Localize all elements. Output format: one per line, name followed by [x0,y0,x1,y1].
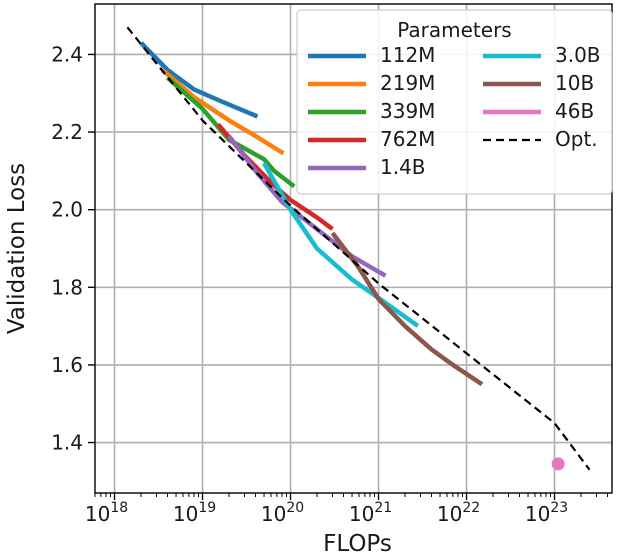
y-axis-ticks: 1.4 1.6 1.8 2.0 2.2 2.4 [51,42,95,455]
legend-label-opt: Opt. [555,127,598,151]
x-tick-label: 1021 [349,500,392,526]
x-tick-exponent: 22 [462,500,480,516]
x-tick-base: 10 [349,502,374,526]
series-line-219m [160,68,285,156]
x-tick-label: 1022 [437,500,480,526]
x-tick-base: 10 [437,502,462,526]
x-tick-base: 10 [261,502,286,526]
y-axis-label: Validation Loss [4,163,30,334]
legend-label-339m: 339M [380,99,435,123]
x-tick-label: 1018 [85,500,128,526]
legend-label-219m: 219M [380,71,435,95]
y-tick-label: 2.0 [51,198,83,222]
y-tick-label: 1.6 [51,353,83,377]
legend-label-10b: 10B [555,71,594,95]
x-axis-label: FLOPs [323,531,392,556]
x-tick-base: 10 [173,502,198,526]
x-tick-label: 1019 [173,500,216,526]
x-tick-exponent: 19 [198,500,216,516]
legend-label-112m: 112M [380,43,435,67]
x-tick-base: 10 [525,502,550,526]
y-tick-label: 1.4 [51,431,83,455]
x-tick-exponent: 20 [286,500,304,516]
x-axis-ticks: 1018 1019 1020 1021 1022 1023 [85,493,608,526]
legend-label-46b: 46B [555,99,594,123]
y-tick-label: 2.4 [51,42,83,66]
y-tick-label: 2.2 [51,120,83,144]
series-line-1-4b [227,134,387,278]
x-tick-label: 1023 [525,500,568,526]
x-tick-exponent: 21 [374,500,392,516]
series-line-opt [126,26,591,471]
legend-label-1-4b: 1.4B [380,155,426,179]
x-tick-label: 1020 [261,500,304,526]
legend: Parameters 112M 219M 339M 762M 1.4B 3.0B 10B 46… [296,9,613,195]
series-line-112m [139,41,259,119]
series-line-339m [166,76,296,189]
series-line-10b [330,231,484,387]
legend-label-3-0b: 3.0B [555,43,601,67]
y-tick-label: 1.8 [51,275,83,299]
x-tick-exponent: 23 [550,500,568,516]
x-tick-exponent: 18 [110,500,128,516]
legend-title: Parameters [397,18,511,42]
series-layer [126,26,591,471]
x-tick-base: 10 [85,502,110,526]
plot-frame [94,3,613,494]
legend-label-762m: 762M [380,127,435,151]
series-point-46b [551,457,565,471]
